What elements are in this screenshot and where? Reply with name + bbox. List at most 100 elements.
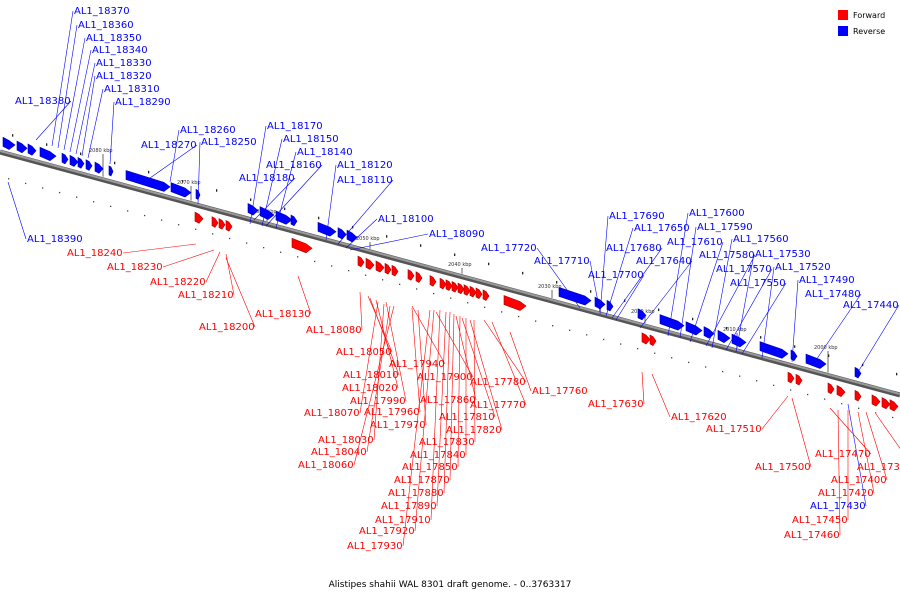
position-dash (386, 235, 388, 238)
forward-gene-arrow (429, 275, 437, 287)
forward-gene-label: AL1_17810 (439, 412, 495, 423)
position-dash (692, 317, 694, 321)
forward-gene-label: AL1_17880 (388, 488, 444, 499)
reverse-leader-line (615, 274, 645, 321)
forward-leader-line (402, 309, 431, 547)
forward-leader-line (837, 409, 841, 536)
reverse-gene-label: AL1_17700 (588, 270, 644, 281)
position-dot (161, 219, 163, 221)
reverse-gene-label: AL1_18360 (78, 20, 134, 31)
reverse-leader-line (265, 164, 323, 227)
position-dash (318, 216, 320, 220)
position-dot (314, 260, 316, 263)
forward-leader-line (491, 321, 527, 406)
reverse-leader-line (349, 233, 429, 251)
reverse-gene-label: AL1_18320 (96, 71, 152, 82)
reverse-gene-label: AL1_18250 (201, 137, 257, 148)
forward-gene-label: AL1_17620 (671, 412, 727, 423)
reverse-gene-label: AL1_17480 (805, 289, 861, 300)
forward-gene-arrow (211, 216, 219, 228)
position-dot (688, 361, 690, 364)
position-dot (875, 412, 877, 414)
reverse-gene-arrow (2, 136, 16, 150)
position-dash (114, 161, 116, 165)
forward-leader-line (865, 411, 888, 481)
forward-leader-line (225, 257, 256, 328)
forward-gene-label: AL1_17840 (410, 450, 466, 461)
reverse-gene-label: AL1_18340 (92, 45, 148, 56)
forward-leader-line (829, 407, 872, 455)
reverse-gene-arrow (77, 157, 85, 169)
forward-gene-label: AL1_17420 (818, 488, 874, 499)
forward-leader-line (435, 311, 474, 378)
forward-gene-label: AL1_17500 (755, 462, 811, 473)
reverse-gene-arrow (759, 341, 789, 359)
position-dot (348, 269, 350, 272)
position-dash (828, 354, 830, 357)
position-dash (284, 207, 286, 211)
reverse-gene-arrow (290, 214, 298, 227)
forward-leader-line (761, 395, 789, 430)
reverse-gene-label: AL1_17560 (733, 234, 789, 245)
reverse-gene-label: AL1_18380 (15, 96, 71, 107)
forward-gene-arrow (469, 285, 477, 298)
position-dot (637, 347, 639, 350)
reverse-gene-label: AL1_18170 (267, 121, 323, 132)
position-dash (488, 262, 490, 266)
position-dot (110, 205, 112, 207)
position-dot (365, 274, 367, 276)
forward-gene-arrow (475, 287, 483, 300)
reverse-leader-line (611, 247, 663, 319)
reverse-gene-label: AL1_17710 (534, 256, 590, 267)
forward-leader-line (369, 297, 400, 376)
forward-leader-line (875, 413, 900, 449)
position-dot (518, 315, 520, 318)
reverse-gene-arrow (259, 206, 275, 220)
forward-gene-label: AL1_18200 (199, 322, 255, 333)
forward-gene-label: AL1_17910 (375, 515, 431, 526)
forward-leader-line (373, 303, 385, 441)
position-dash (182, 180, 184, 183)
forward-gene-arrow (391, 264, 399, 277)
position-dot (467, 302, 469, 304)
position-dot (8, 178, 10, 180)
scale-tick-label: 2010 kbp (723, 327, 747, 333)
forward-gene-label: AL1_18080 (306, 325, 362, 336)
reverse-gene-label: AL1_18150 (283, 134, 339, 145)
reverse-gene-label: AL1_17690 (609, 211, 665, 222)
reverse-gene-label: AL1_18180 (239, 173, 295, 184)
reverse-gene-arrow (69, 154, 79, 167)
forward-leader-line (359, 301, 379, 414)
forward-gene-label: AL1_17760 (532, 386, 588, 397)
position-dash (896, 372, 898, 376)
forward-leader-line (449, 313, 455, 481)
reverse-gene-label: AL1_18330 (96, 58, 152, 69)
legend-reverse-label: Reverse (853, 27, 885, 36)
forward-leader-line (509, 331, 532, 392)
reverse-leader-line (735, 253, 755, 353)
forward-leader-line (359, 291, 363, 331)
forward-gene-arrow (451, 281, 459, 293)
position-dot (93, 201, 95, 203)
forward-gene-label: AL1_17400 (831, 475, 887, 486)
reverse-leader-line (75, 62, 96, 155)
reverse-gene-arrow (594, 296, 606, 310)
position-dot (144, 214, 146, 217)
scale-tick-label: 2080 kbp (89, 148, 113, 154)
forward-leader-line (417, 309, 427, 426)
forward-gene-label: AL1_17870 (394, 475, 450, 486)
reverse-gene-label: AL1_17720 (481, 243, 537, 254)
position-dash (12, 134, 14, 137)
reverse-leader-line (711, 238, 733, 349)
forward-leader-line (457, 315, 461, 468)
position-dot (841, 403, 843, 405)
reverse-gene-arrow (558, 287, 592, 306)
reverse-leader-line (679, 226, 697, 339)
reverse-gene-label: AL1_18390 (27, 234, 83, 245)
position-dot (297, 256, 299, 258)
reverse-gene-arrow (94, 161, 104, 174)
forward-gene-label: AL1_18030 (318, 435, 374, 446)
position-dot (246, 242, 248, 244)
forward-gene-arrow (365, 257, 375, 270)
genome-backbone-highlight (0, 150, 900, 395)
